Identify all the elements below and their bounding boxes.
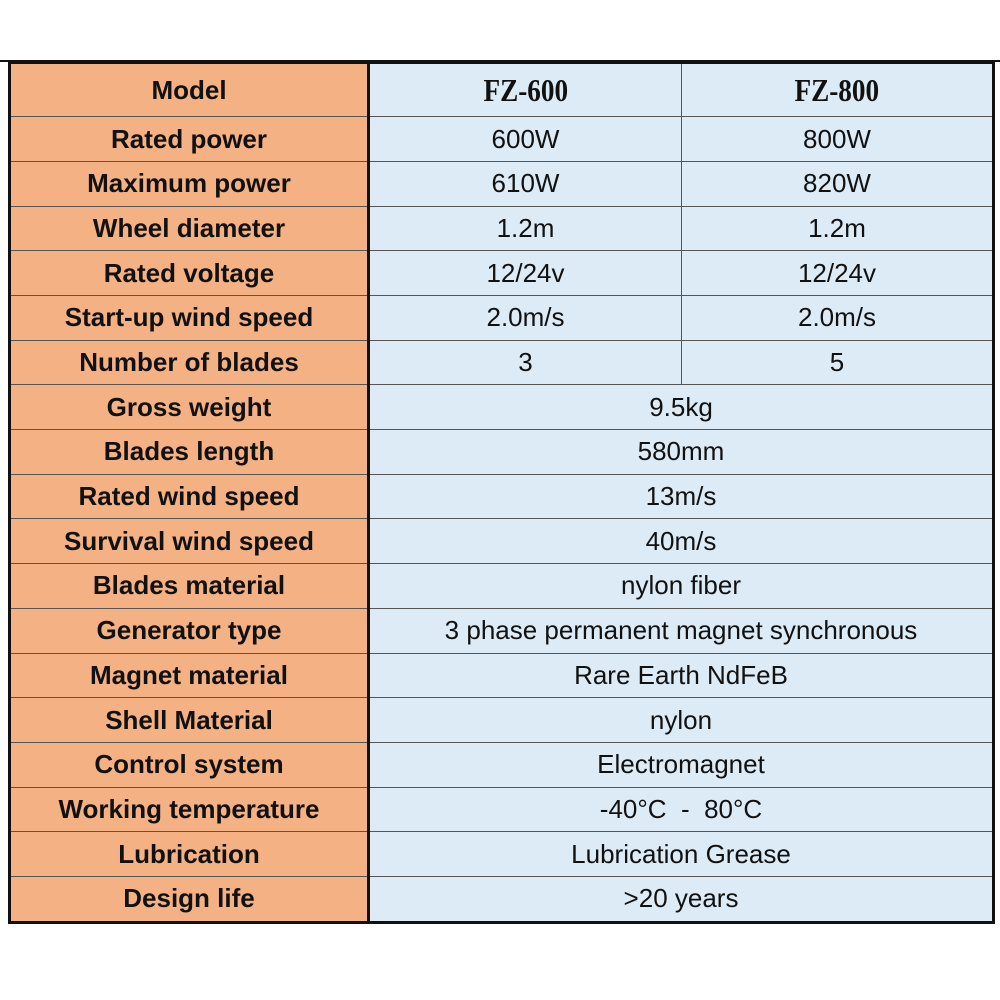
spec-value: 13m/s [368,473,995,520]
spec-row: Rated power 600W 800W [8,116,995,163]
spec-row: Magnet material Rare Earth NdFeB [8,652,995,699]
spec-value: 5 [681,339,995,386]
spec-row: Lubrication Lubrication Grease [8,831,995,877]
spec-table: Model FZ-600 FZ-800 Rated power 600W 800W Maxi… [8,60,995,925]
spec-row: Survival wind speed 40m/s [8,518,995,565]
spec-value: nylon fiber [368,563,995,609]
spec-value: 3 [368,339,682,386]
spec-row: Control system Electromagnet [8,741,995,788]
header-row: Model FZ-600 FZ-800 [8,60,995,118]
spec-label: Working temperature [8,786,370,833]
spec-label: Maximum power [8,161,370,207]
spec-value: 820W [681,161,995,207]
spec-label: Number of blades [8,339,370,386]
spec-row: Working temperature -40°C - 80°C [8,786,995,833]
spec-row: Wheel diameter 1.2m 1.2m [8,205,995,252]
spec-value: Rare Earth NdFeB [368,652,995,699]
spec-value: 610W [368,161,682,207]
spec-label: Survival wind speed [8,518,370,565]
spec-value: Lubrication Grease [368,831,995,877]
spec-row: Blades material nylon fiber [8,563,995,609]
spec-label: Wheel diameter [8,205,370,252]
spec-value: 9.5kg [368,384,995,431]
spec-value: -40°C - 80°C [368,786,995,833]
model-name-text: FZ-800 [794,71,880,108]
spec-value: 580mm [368,429,995,475]
spec-value: nylon [368,697,995,743]
spec-label: Shell Material [8,697,370,743]
spec-row: Maximum power 610W 820W [8,161,995,207]
spec-value: 600W [368,116,682,163]
spec-value: 2.0m/s [368,295,682,341]
spec-value: 12/24v [368,250,682,297]
model-name: FZ-800 [681,60,995,118]
spec-label: Generator type [8,607,370,654]
spec-label: Blades length [8,429,370,475]
spec-value: 800W [681,116,995,163]
spec-row: Gross weight 9.5kg [8,384,995,431]
spec-row: Shell Material nylon [8,697,995,743]
spec-label: Rated wind speed [8,473,370,520]
spec-value: 3 phase permanent magnet synchronous [368,607,995,654]
table-body: Model FZ-600 FZ-800 Rated power 600W 800W Maxi… [8,60,995,925]
model-name-text: FZ-600 [483,71,568,108]
spec-row: Rated wind speed 13m/s [8,473,995,520]
header-label: Model [8,60,370,118]
spec-label: Lubrication [8,831,370,877]
spec-value: 2.0m/s [681,295,995,341]
spec-label: Rated voltage [8,250,370,297]
spec-value: >20 years [368,875,995,925]
spec-label: Rated power [8,116,370,163]
spec-row: Rated voltage 12/24v 12/24v [8,250,995,297]
spec-label: Design life [8,875,370,925]
spec-label: Blades material [8,563,370,609]
spec-label: Control system [8,741,370,788]
spec-value: 40m/s [368,518,995,565]
spec-row: Number of blades 3 5 [8,339,995,386]
spec-value: Electromagnet [368,741,995,788]
spec-row: Design life >20 years [8,875,995,925]
spec-row: Generator type 3 phase permanent magnet s… [8,607,995,654]
model-name: FZ-600 [368,60,682,118]
top-rule [0,60,1000,62]
spec-label: Gross weight [8,384,370,431]
spec-label: Start-up wind speed [8,295,370,341]
spec-label: Magnet material [8,652,370,699]
spec-row: Blades length 580mm [8,429,995,475]
spec-row: Start-up wind speed 2.0m/s 2.0m/s [8,295,995,341]
spec-value: 12/24v [681,250,995,297]
spec-value: 1.2m [681,205,995,252]
spec-value: 1.2m [368,205,682,252]
